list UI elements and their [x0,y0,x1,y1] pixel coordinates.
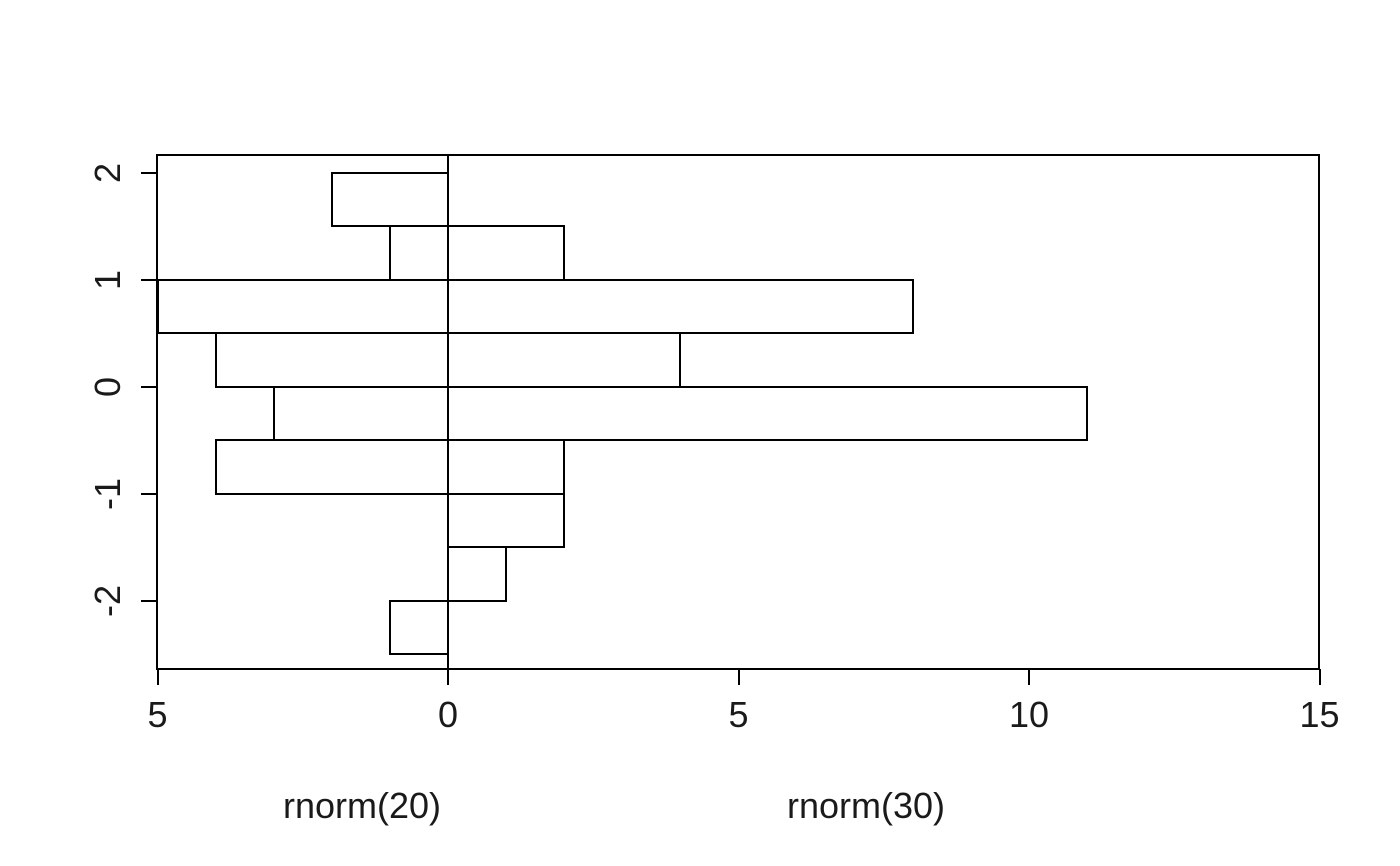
y-axis-tick [141,599,157,602]
y-axis-tick [141,171,157,174]
histogram-bar-right [447,332,682,388]
histogram-bar-right [447,385,1089,441]
y-axis-tick-label: 2 [87,162,128,183]
x-axis-title-left: rnorm(20) [282,785,442,826]
x-axis-title-right: rnorm(30) [786,785,946,826]
zero-baseline [447,154,449,670]
histogram-bar-left [214,439,449,495]
histogram-bar-right [447,225,566,281]
histogram-bar-left [388,225,449,281]
x-axis-tick-label: 0 [437,694,459,735]
x-axis-tick [737,669,740,685]
x-axis-tick [1028,669,1030,685]
x-axis-tick [156,669,159,685]
x-axis-tick-label: 15 [1299,694,1340,735]
x-axis-tick-label: 5 [728,694,749,735]
histogram-bar-left [156,278,449,334]
histogram-bar-right [447,546,508,602]
histogram-bar-right [447,492,566,548]
y-axis-tick [141,278,157,281]
histogram-bar-left [272,385,449,441]
x-axis-tick [447,669,449,685]
x-axis-tick-label: 10 [1008,694,1050,735]
histogram-bar-left [388,599,449,655]
histogram-bar-right [447,278,914,334]
y-axis-tick-label: 0 [87,376,128,397]
histogram-bar-left [214,332,449,388]
histogram-bar-left [330,171,449,227]
y-axis-tick-label: -2 [87,584,128,617]
y-axis-tick [141,385,157,388]
y-axis-tick [141,492,157,495]
histogram-bar-right [447,439,566,495]
x-axis-tick [1318,669,1321,685]
y-axis-tick-label: -1 [87,477,128,510]
y-axis-tick-label: 1 [87,269,128,290]
x-axis-tick-label: 5 [147,694,168,735]
